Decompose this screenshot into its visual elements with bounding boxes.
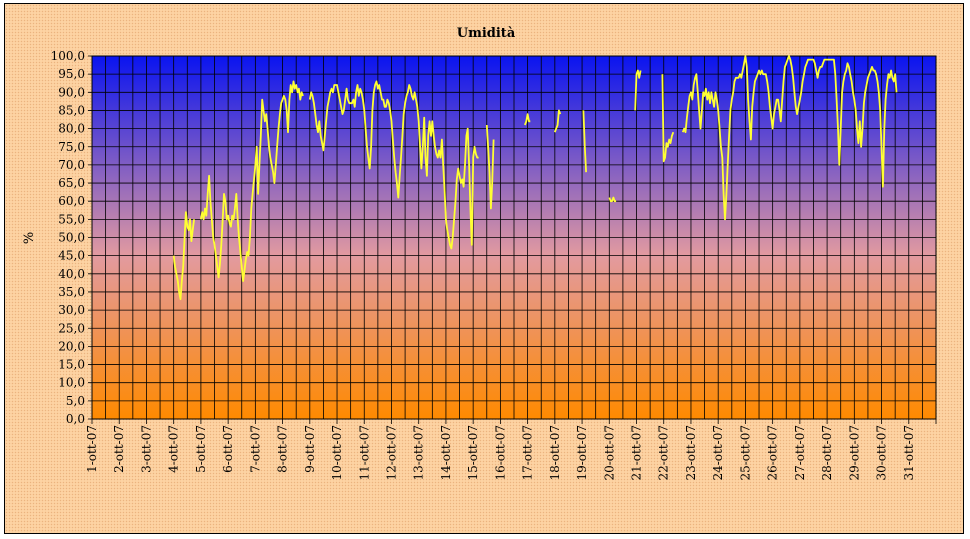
x-tick-label: 22-ott-07 [657,425,671,481]
y-tick-label: 25,0 [58,321,85,335]
y-tick-label: 75,0 [58,140,85,154]
x-tick-label: 14-ott-07 [439,425,453,481]
y-tick-label: 90,0 [58,85,85,99]
y-tick-label: 50,0 [58,231,85,245]
y-tick-label: 10,0 [58,376,85,390]
humidity-line-segment [582,110,587,173]
humidity-line-segment [608,196,617,203]
humidity-line-segment [524,113,531,126]
y-tick-label: 15,0 [58,358,85,372]
humidity-line-segment [172,211,195,301]
x-tick-label: 24-ott-07 [711,425,725,481]
y-tick-label: 45,0 [58,249,85,263]
humidity-line-segment [553,109,562,133]
x-tick-label: 30-ott-07 [875,425,889,481]
y-tick-label: 20,0 [58,339,85,353]
humidity-line-segment [200,80,304,283]
x-tick-label: 23-ott-07 [684,425,698,481]
x-tick-label: 29-ott-07 [847,425,861,481]
x-tick-label: 6-ott-07 [221,425,235,473]
x-tick-label: 16-ott-07 [493,425,507,481]
y-tick-label: 100,0 [51,49,85,63]
y-tick-label: 35,0 [58,285,85,299]
y-tick-label: 85,0 [58,103,85,117]
chart-title: Umidità [457,26,516,41]
y-tick-label: 55,0 [58,212,85,226]
x-tick-label: 5-ott-07 [194,425,208,473]
x-tick-label: 4-ott-07 [167,425,181,473]
humidity-line-segment [634,69,642,111]
humidity-line-segment [308,80,479,250]
x-tick-label: 8-ott-07 [276,425,290,473]
x-tick-label: 21-ott-07 [630,425,644,481]
x-tick-label: 25-ott-07 [738,425,752,481]
x-tick-label: 15-ott-07 [466,425,480,481]
x-tick-label: 13-ott-07 [412,425,426,481]
x-tick-label: 10-ott-07 [330,425,344,481]
x-tick-label: 19-ott-07 [575,425,589,481]
y-tick-label: 0,0 [66,412,85,426]
y-tick-label: 95,0 [58,67,85,81]
x-tick-label: 26-ott-07 [766,425,780,481]
x-tick-label: 3-ott-07 [139,425,153,473]
x-tick-label: 18-ott-07 [548,425,562,481]
x-tick-label: 1-ott-07 [85,425,99,473]
y-tick-label: 80,0 [58,122,85,136]
y-tick-label: 60,0 [58,194,85,208]
y-tick-label: 5,0 [66,394,85,408]
humidity-line-segment [681,55,898,221]
x-tick-label: 17-ott-07 [521,425,535,481]
y-axis-ticks: 0,0 5,0 10,0 15,0 20,0 25,0 30,0 35,0 40,0 45,0 50… [51,49,85,426]
x-tick-label: 11-ott-07 [357,425,371,481]
x-tick-label: 31-ott-07 [902,425,916,481]
x-tick-label: 12-ott-07 [384,425,398,481]
x-tick-label: 20-ott-07 [602,425,616,481]
humidity-line-segment [485,124,495,210]
y-tick-label: 70,0 [58,158,85,172]
x-tick-label: 27-ott-07 [793,425,807,481]
x-axis-ticks: 1-ott-07 2-ott-07 3-ott-07 4-ott-07 5-ott-07… [85,425,916,481]
y-tick-label: 65,0 [58,176,85,190]
humidity-line-segment [661,74,675,163]
x-tick-label: 9-ott-07 [303,425,317,473]
y-tick-label: 30,0 [58,303,85,317]
y-tick-label: 40,0 [58,267,85,281]
humidity-series [172,55,898,301]
x-tick-label: 7-ott-07 [248,425,262,473]
x-tick-label: 28-ott-07 [820,425,834,481]
x-tick-label: 2-ott-07 [112,425,126,473]
y-axis-label: % [22,232,37,244]
